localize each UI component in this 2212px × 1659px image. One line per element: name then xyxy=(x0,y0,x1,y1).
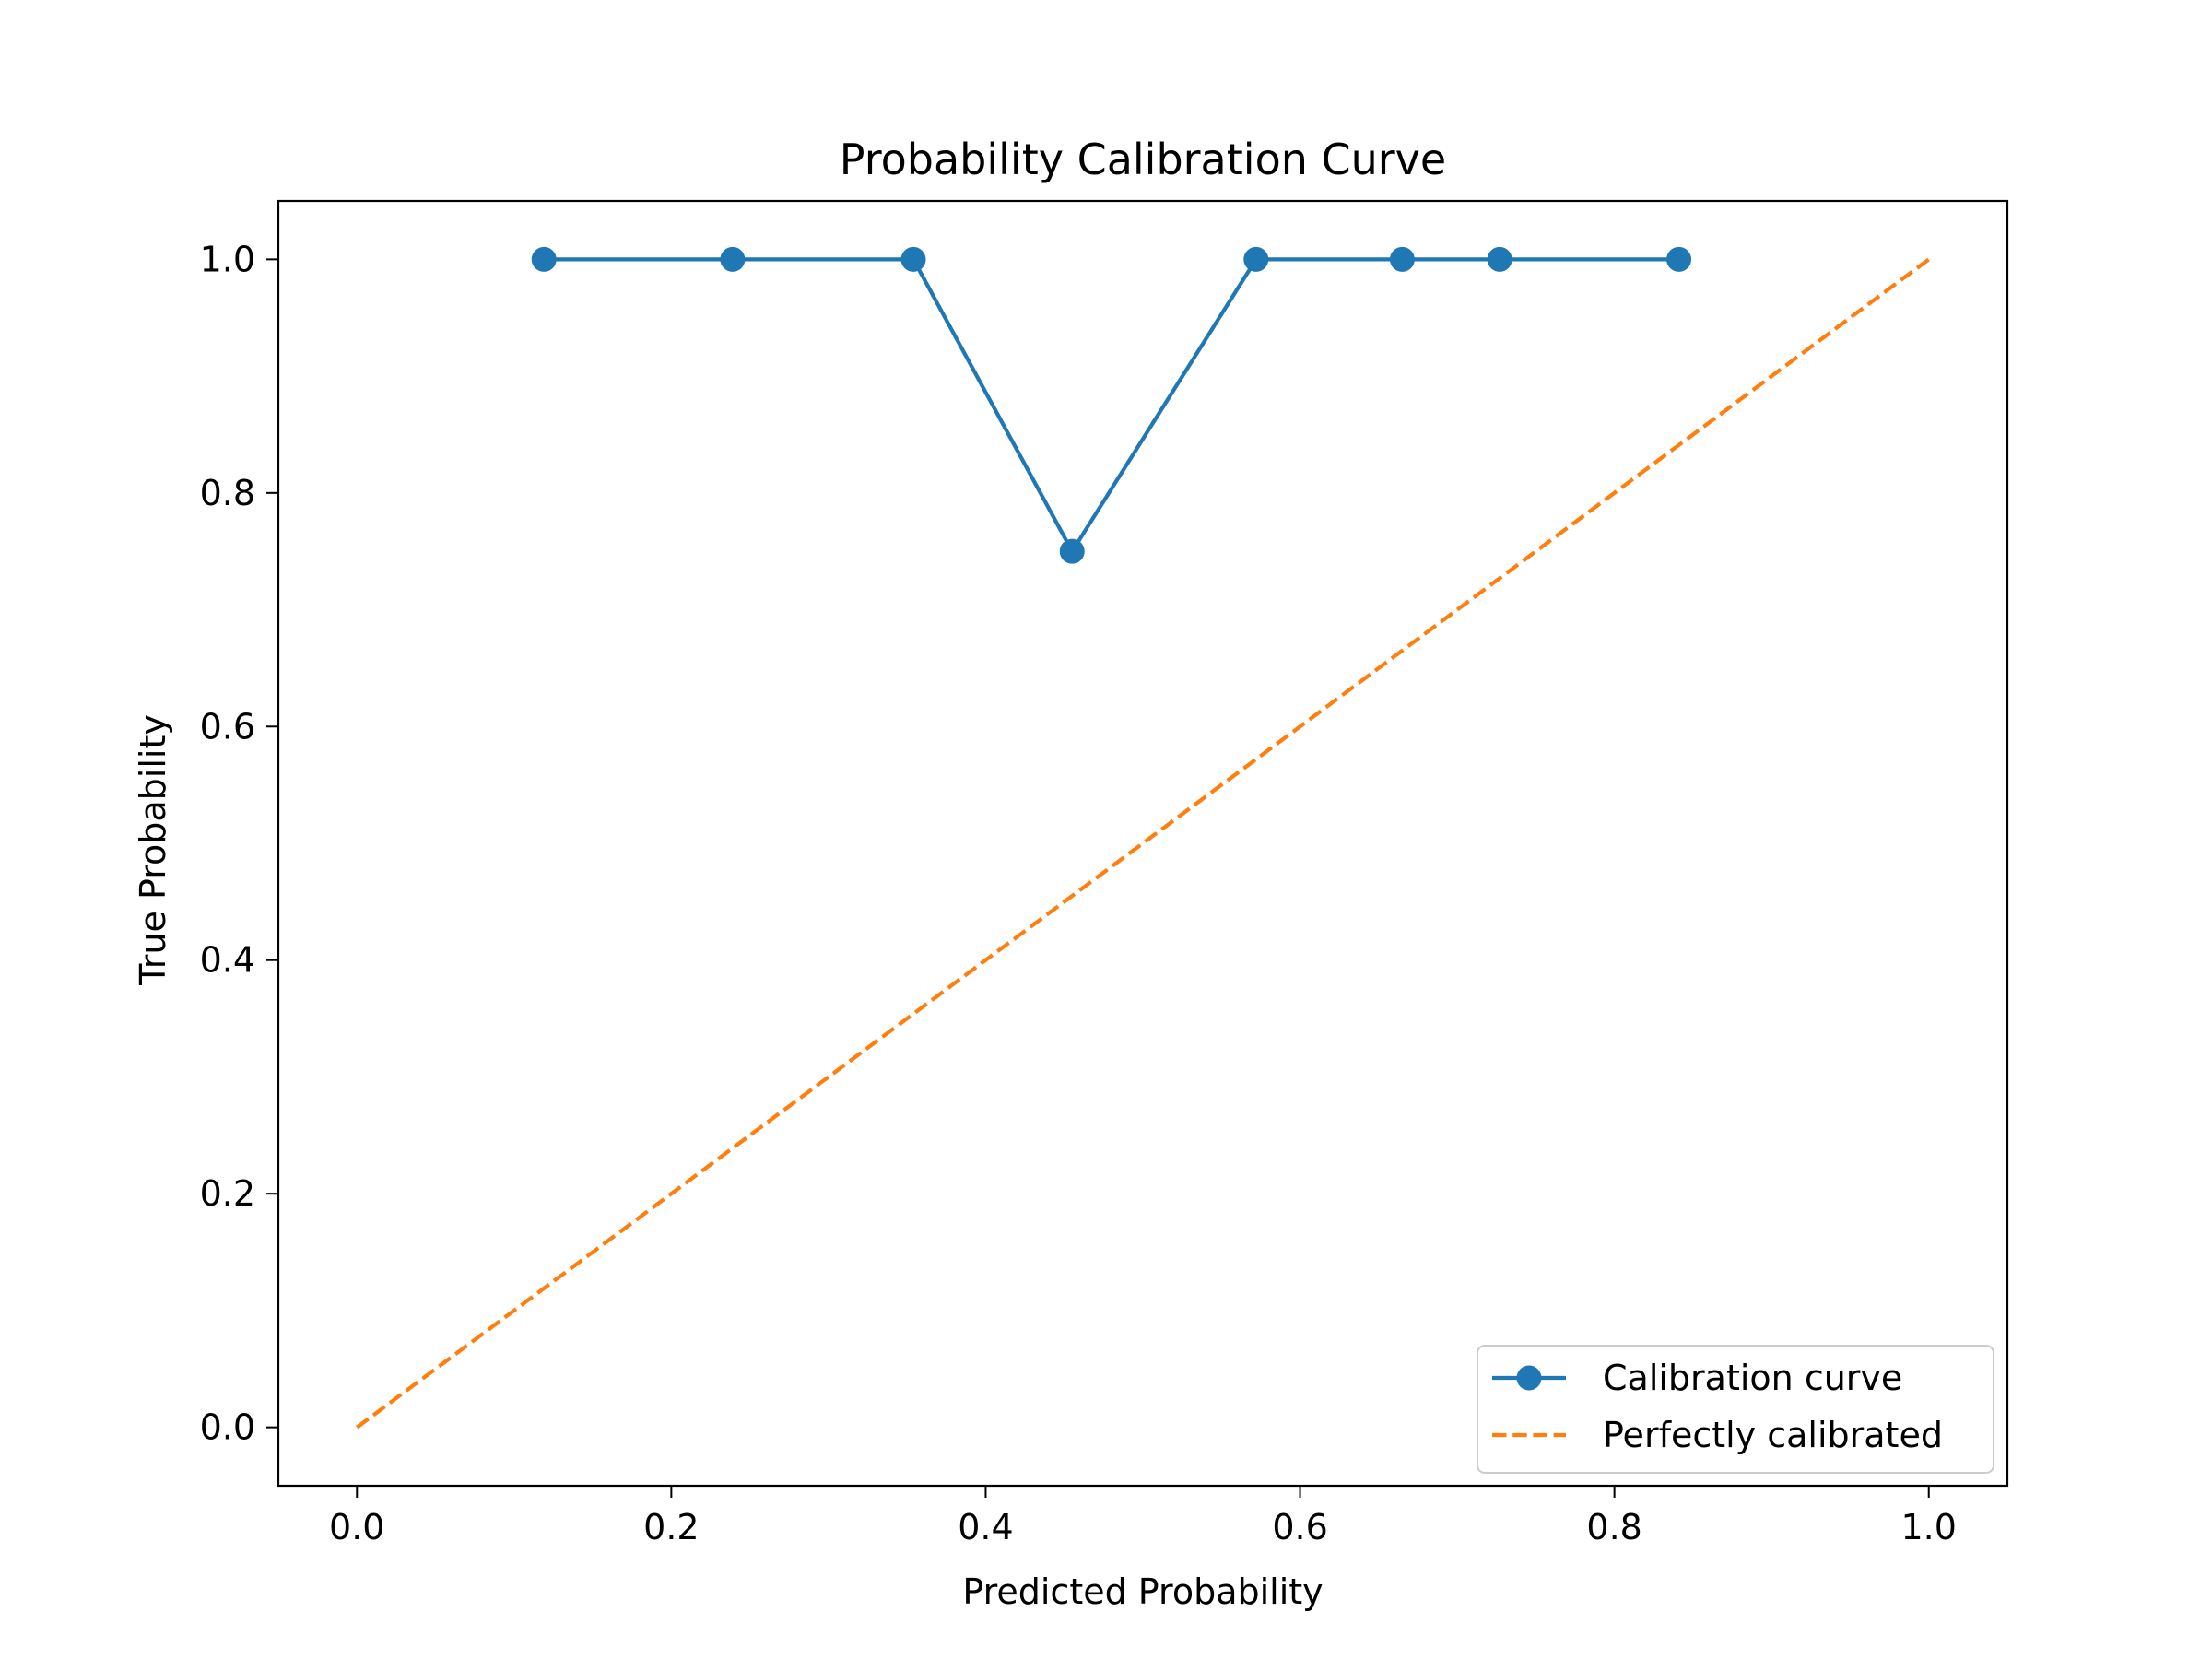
legend-box xyxy=(1477,1345,1994,1474)
data-point xyxy=(1666,246,1692,272)
axes-frame xyxy=(276,199,2009,1488)
plot-area xyxy=(276,199,2009,1488)
chart-title: Probability Calibration Curve xyxy=(840,135,1446,184)
x-tick-label: 0.4 xyxy=(958,1507,1013,1547)
x-tick-label: 1.0 xyxy=(1901,1507,1957,1547)
data-point xyxy=(900,246,926,272)
y-axis-label: True Probability xyxy=(133,714,173,986)
data-point xyxy=(531,246,557,272)
y-axis: 0.0 0.2 0.4 0.6 0.8 1.0 xyxy=(200,239,278,1448)
x-tick-label: 0.0 xyxy=(329,1507,384,1547)
series-line-calibration-curve xyxy=(544,257,1679,554)
data-point xyxy=(1487,246,1512,272)
legend-label: Perfectly calibrated xyxy=(1603,1415,1943,1455)
legend-marker xyxy=(1516,1365,1542,1391)
data-point xyxy=(720,246,746,272)
legend: Calibration curve Perfectly calibrated xyxy=(1477,1345,1994,1474)
y-tick-label: 0.2 xyxy=(200,1173,255,1214)
y-tick-label: 1.0 xyxy=(200,239,255,279)
legend-label: Calibration curve xyxy=(1603,1358,1902,1398)
y-tick-label: 0.0 xyxy=(200,1407,255,1448)
x-axis-label: Predicted Probability xyxy=(962,1571,1323,1612)
x-tick-label: 0.6 xyxy=(1272,1507,1327,1547)
data-point xyxy=(1059,538,1085,564)
x-tick-label: 0.2 xyxy=(643,1507,699,1547)
x-tick-label: 0.8 xyxy=(1586,1507,1641,1547)
y-tick-label: 0.4 xyxy=(200,940,255,981)
y-tick-label: 0.6 xyxy=(200,706,255,747)
x-axis: 0.0 0.2 0.4 0.6 0.8 1.0 xyxy=(329,1486,1957,1547)
data-point xyxy=(1389,246,1415,272)
data-point xyxy=(1243,246,1269,272)
y-tick-label: 0.8 xyxy=(200,473,255,513)
